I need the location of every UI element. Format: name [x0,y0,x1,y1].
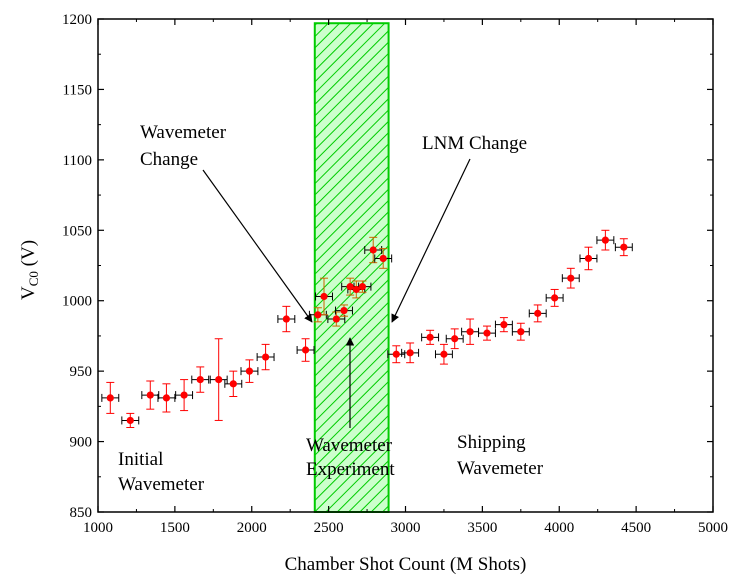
data-point [180,391,188,399]
data-point [369,246,377,254]
data-point [567,274,575,282]
annotation-wavemeter-experiment: Wavemeter Experiment [306,435,395,480]
annotation-initial-wavemeter: Initial Wavemeter [118,449,205,495]
x-tick-label: 3500 [467,520,497,536]
data-point [314,311,322,319]
data-point [196,375,204,384]
data-point [261,353,270,361]
data-point [379,254,387,263]
x-tick-label: 3000 [391,520,421,536]
x-tick-label: 5000 [698,520,728,536]
data-point [440,350,448,358]
data-point [500,321,508,329]
data-point [426,333,434,341]
data-point [106,394,114,402]
x-tick-label: 4000 [544,520,574,536]
x-tick-label: 2500 [314,520,344,536]
data-point [215,375,223,384]
data-point [392,350,400,358]
data-point [320,292,328,301]
data-point [229,380,237,388]
y-axis-title: VC0 (V) [18,240,41,300]
x-tick-label: 2000 [237,520,267,536]
data-point [358,283,367,291]
data-point [483,329,491,337]
data-point [245,367,254,375]
data-point [406,349,414,357]
data-point [346,283,354,291]
y-tick-label: 1000 [62,294,92,310]
annotation-lnm-change: LNM Change [422,133,527,154]
shaded-region [313,22,390,514]
data-point [162,394,171,402]
data-point [126,416,134,425]
x-tick-label: 4500 [621,520,651,536]
y-tick-label: 1100 [63,153,92,169]
y-tick-label: 1050 [62,223,92,239]
data-point [451,335,459,343]
plot-frame [97,18,714,513]
y-tick-label: 900 [70,435,93,451]
annotation-wavemeter-change: Wavemeter Change [140,122,227,170]
y-tick-label: 850 [70,505,93,521]
data-point [601,236,609,244]
data-point [466,328,474,336]
arrow-lnm-change [391,158,471,323]
x-tick-label: 1500 [160,520,190,536]
data-point [620,243,628,251]
arrow-wavemeter-change [202,169,313,323]
data-point [340,306,348,315]
y-tick-label: 1150 [63,82,92,98]
x-tick-label: 1000 [83,520,113,536]
data-point [517,328,525,336]
annotation-shipping-wavemeter: Shipping Wavemeter [457,432,544,479]
data-point [146,391,154,399]
x-axis-title: Chamber Shot Count (M Shots) [285,554,527,575]
y-tick-label: 1200 [62,12,92,28]
data-point [551,294,559,302]
data-point [534,309,542,317]
data-point [282,315,290,323]
y-tick-label: 950 [70,364,93,380]
data-point [352,285,360,294]
data-point [332,315,340,323]
data-point [301,346,310,354]
data-point [584,254,593,263]
